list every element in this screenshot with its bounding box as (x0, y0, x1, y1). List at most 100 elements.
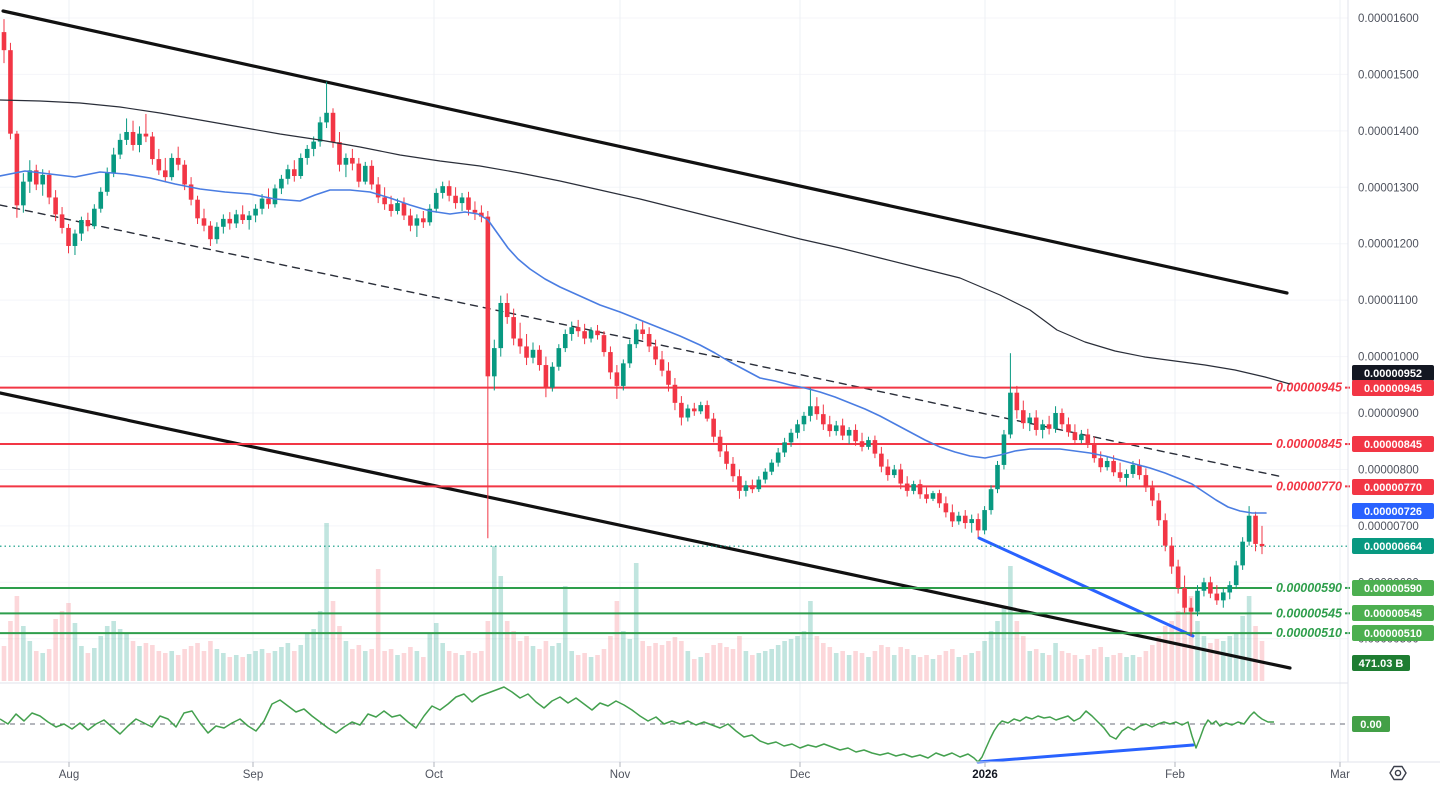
price-badge-resistance-945: 0.00000945 (1352, 380, 1434, 396)
candle-body (137, 133, 142, 145)
volume-bar (259, 649, 265, 681)
volume-bar (769, 649, 775, 681)
candle-body (21, 181, 26, 206)
candle-body (79, 220, 84, 234)
candle-body (530, 349, 536, 358)
candle-body (1079, 434, 1084, 441)
candle-body (924, 494, 929, 499)
price-line-0.00000945[interactable]: 0.00000945 (0, 381, 1350, 395)
volume-bar (221, 653, 226, 681)
volume-bar (840, 651, 845, 681)
channel-mid-dashed[interactable] (0, 204, 1284, 478)
volume-bar (182, 649, 187, 681)
candle-body (343, 157, 349, 165)
volume-bar (143, 643, 149, 681)
volume-bar (46, 649, 52, 681)
volume-bar (124, 633, 129, 681)
candle-body (937, 493, 942, 504)
badge-background (1352, 605, 1434, 621)
volume-bar (672, 637, 678, 681)
volume-bar (169, 651, 175, 681)
time-axis-label: 2026 (972, 769, 998, 781)
settings-icon[interactable] (1389, 765, 1407, 781)
volume-bar (279, 647, 284, 681)
volume-bar (924, 655, 929, 681)
candle-body (324, 112, 329, 123)
badge-text: 0.00000845 (1364, 439, 1422, 451)
channel-lower[interactable] (0, 391, 1292, 670)
candle-body (950, 512, 955, 522)
volume-bar (511, 631, 516, 681)
candle-body (859, 441, 865, 447)
volume-bar (982, 641, 987, 681)
candle-body (1240, 541, 1245, 566)
candle-body (1098, 458, 1104, 468)
volume-bar (8, 621, 13, 681)
volume-bar (866, 657, 871, 681)
candle-body (743, 485, 749, 491)
volume-bar (382, 651, 387, 681)
candle-body (1091, 443, 1097, 459)
candle-body (92, 208, 97, 227)
candle-body (969, 519, 974, 524)
volume-bar (621, 631, 626, 681)
volume-bar (408, 647, 413, 681)
price-tick-label: 0.00001600 (1358, 13, 1419, 25)
candle-body (362, 165, 368, 182)
volume-bar (466, 651, 471, 681)
candle-body (59, 214, 65, 228)
price-axis-badges: 0.00000952 0.00000945 0.00000845 0.00000770… (1352, 365, 1434, 732)
candle-body (975, 519, 981, 531)
candle-body (1059, 413, 1065, 425)
volume-bar (1188, 596, 1194, 681)
candle-body (1143, 475, 1149, 488)
candle-body (1169, 545, 1174, 567)
volume-bar (253, 651, 258, 681)
candle-body (414, 218, 420, 226)
volume-bar (201, 651, 207, 681)
candle-body (550, 366, 555, 388)
candle-body (104, 172, 110, 192)
volume-bar (40, 653, 46, 681)
volume-bar (266, 653, 271, 681)
candle-body (898, 469, 904, 484)
price-badge-ma-black: 0.00000952 (1352, 365, 1434, 381)
candle-body (698, 405, 704, 412)
price-line-label: 0.00000845 (1276, 437, 1343, 451)
candle-body (659, 359, 665, 371)
price-badge-resistance-845: 0.00000845 (1352, 436, 1434, 452)
candle-body (769, 462, 775, 472)
price-line-0.00000545[interactable]: 0.00000545 (0, 606, 1350, 620)
candle-body (472, 209, 478, 213)
volume-bar (517, 641, 523, 681)
candle-body (569, 327, 575, 335)
candle-body (1111, 460, 1116, 473)
badge-background (1352, 655, 1410, 671)
candle-body (466, 197, 471, 210)
candle-body (272, 188, 278, 205)
candle-body (517, 338, 523, 347)
badge-text: 0.00000590 (1364, 583, 1422, 595)
volume-bar (750, 655, 755, 681)
volume-bar (601, 649, 607, 681)
candle-body (485, 216, 491, 377)
volume-bar (1072, 655, 1078, 681)
price-line-0.00000590[interactable]: 0.00000590 (0, 581, 1350, 595)
candle-body (369, 165, 375, 185)
volume-bar (1253, 626, 1258, 681)
volume-bar (92, 648, 97, 681)
channel-upper[interactable] (1, 9, 1289, 295)
volume-bar (1220, 641, 1226, 681)
time-axis[interactable]: Aug Sep Oct Nov Dec 2026 Feb Mar (59, 762, 1407, 781)
candle-body (672, 384, 678, 403)
candle-body (724, 451, 729, 464)
candle-body (885, 466, 891, 476)
candle-body (1233, 565, 1239, 586)
volume-bar (659, 645, 665, 681)
volume-bar (175, 655, 181, 681)
trendline-indicator-blue[interactable] (976, 743, 1195, 764)
volume-bar (421, 657, 426, 681)
volume-bar (53, 619, 58, 681)
volume-bar (446, 651, 452, 681)
